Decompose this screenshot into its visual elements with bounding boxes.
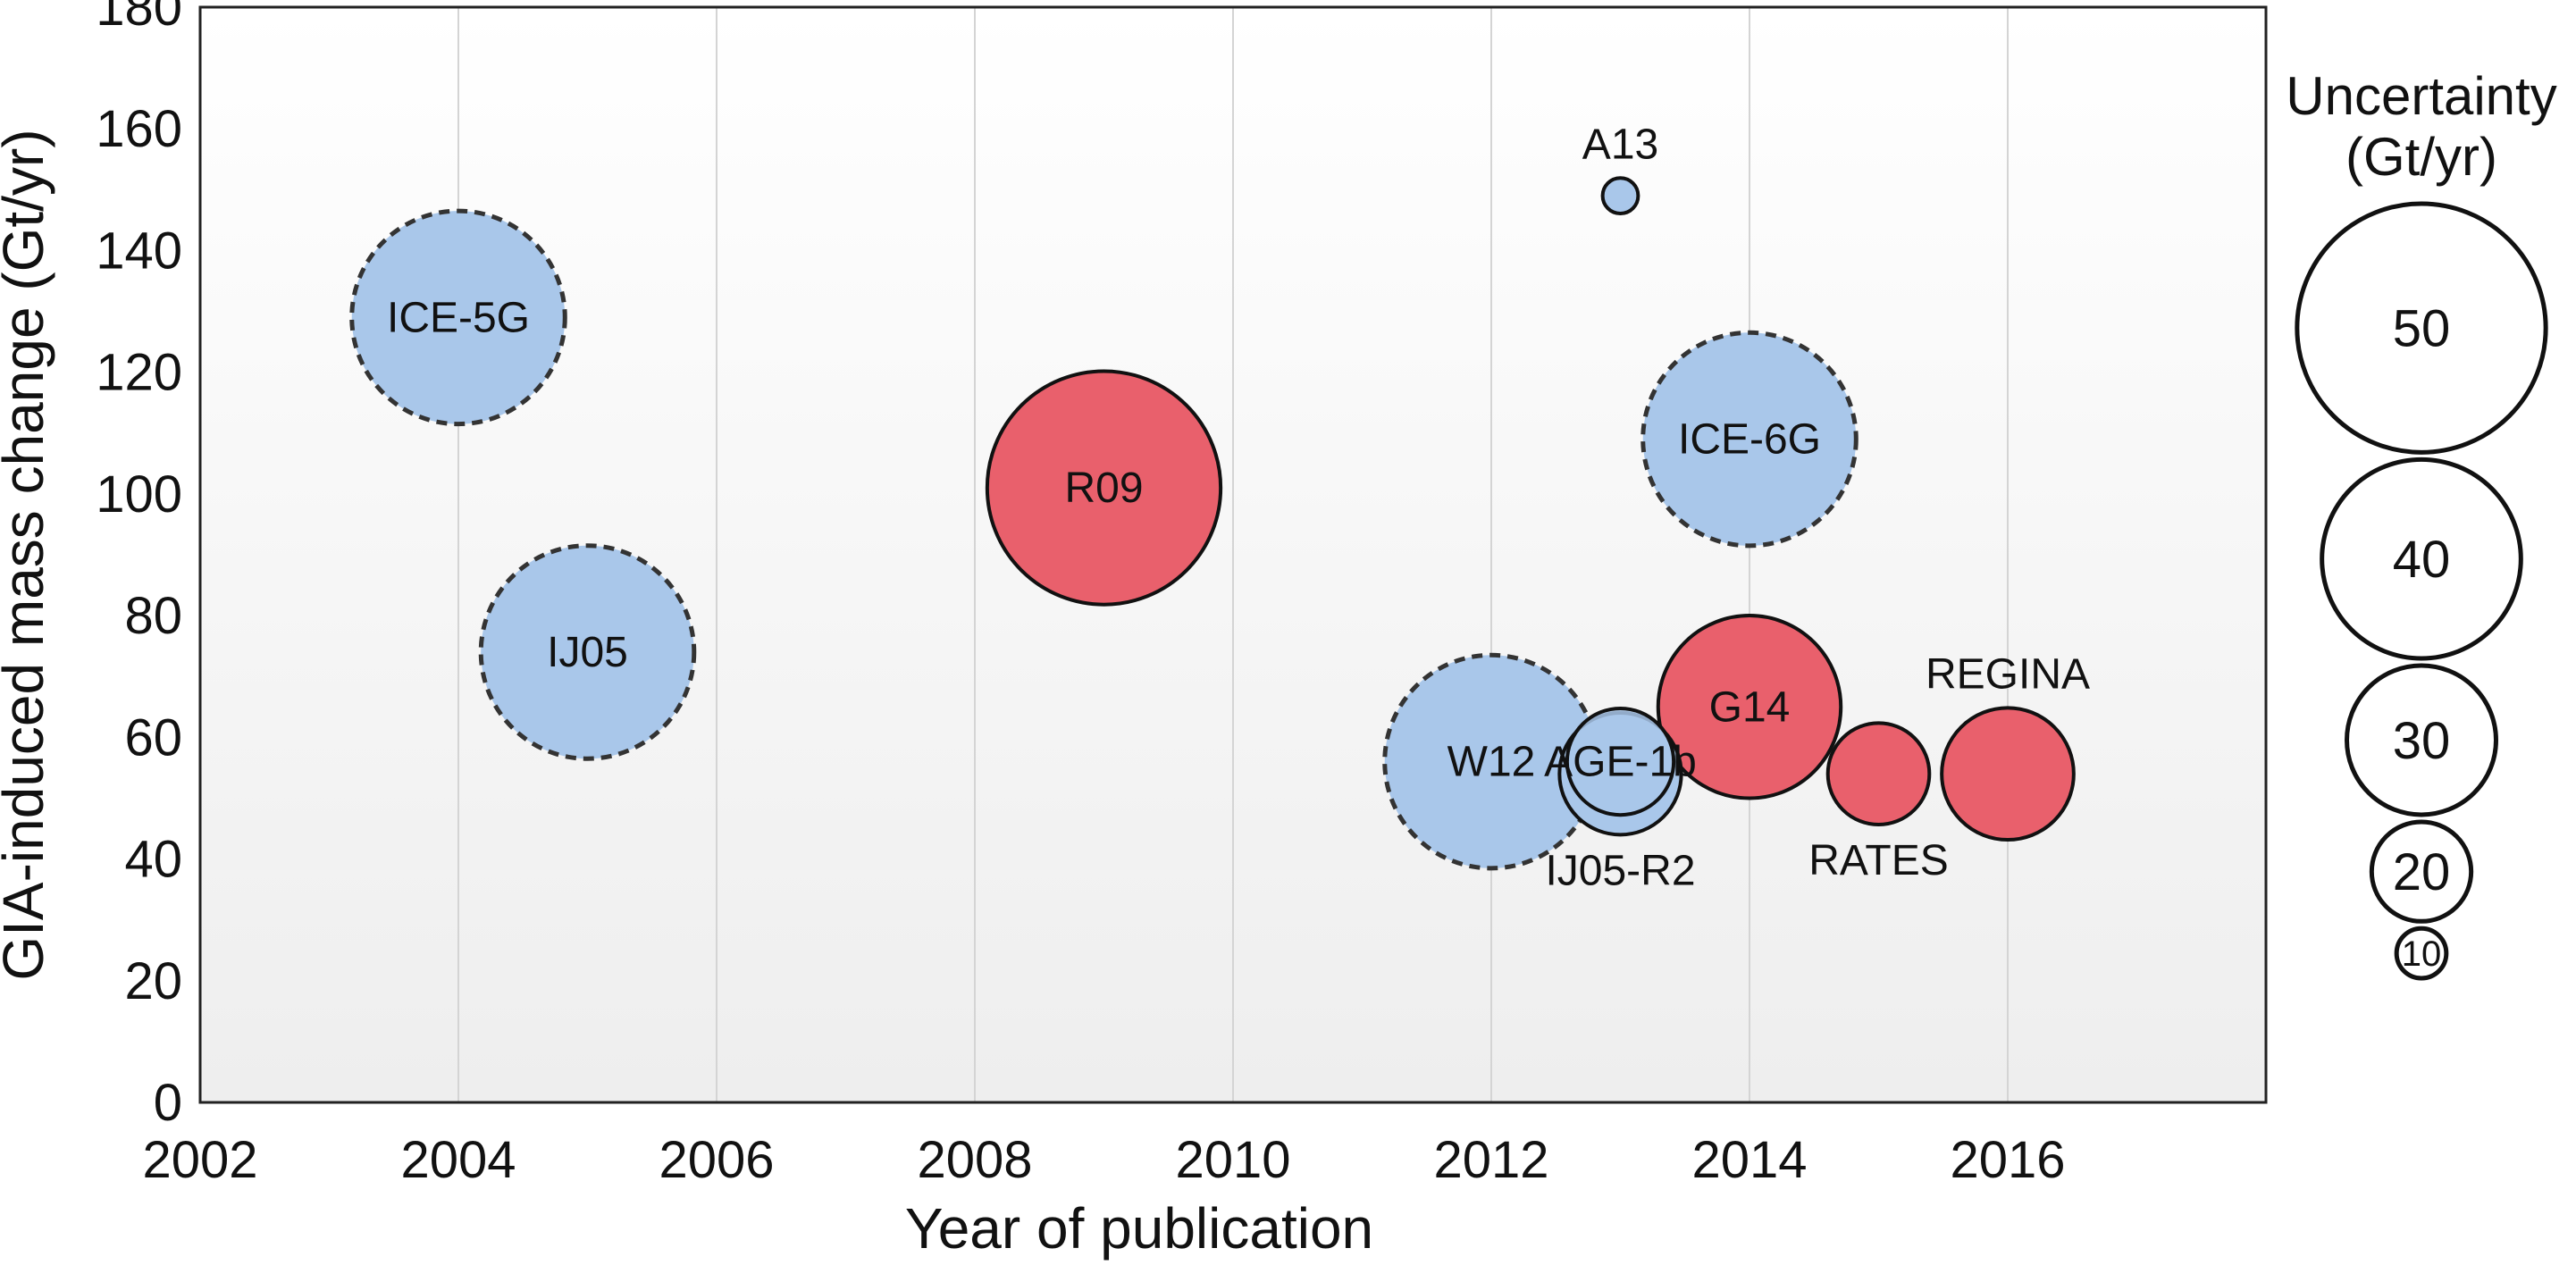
gridlines <box>457 7 2009 1102</box>
label-w12: W12 <box>1447 739 1536 786</box>
label-age-1b: AGE-1b <box>1544 739 1697 786</box>
y-axis-title: GIA-induced mass change (Gt/yr) <box>0 129 55 980</box>
y-tick-20: 20 <box>124 952 182 1010</box>
legend-label-30: 30 <box>2393 712 2451 770</box>
x-tick-2004: 2004 <box>400 1131 516 1189</box>
bubble-a13 <box>1600 176 1640 216</box>
label-a13: A13 <box>1582 121 1658 168</box>
bubble-layer: ICE-5G IJ05 R09 A13 ICE-6G W12 G14 IJ05-R2 AGE-1… <box>349 121 2090 894</box>
legend-circle-50 <box>2295 201 2548 455</box>
label-ij05-r2: IJ05-R2 <box>1545 847 1695 894</box>
x-tick-2016: 2016 <box>1950 1131 2065 1189</box>
label-ice-5g: ICE-5G <box>387 294 530 341</box>
legend-title-line-2: (Gt/yr) <box>2345 127 2497 187</box>
y-tick-160: 160 <box>96 100 182 158</box>
y-tick-80: 80 <box>124 587 182 645</box>
x-axis-title: Year of publication <box>905 1196 1373 1261</box>
legend-label-10: 10 <box>2402 934 2442 974</box>
bubble-age-1b <box>1565 706 1676 817</box>
label-ij05: IJ05 <box>547 629 628 676</box>
x-tick-2002: 2002 <box>142 1131 257 1189</box>
legend-title-line-1: Uncertainty <box>2286 66 2556 126</box>
legend-label-50: 50 <box>2393 299 2451 357</box>
legend-circle-30 <box>2345 663 2498 817</box>
bubble-g14 <box>1656 614 1843 800</box>
x-tick-2006: 2006 <box>659 1131 774 1189</box>
label-r09: R09 <box>1064 465 1143 512</box>
x-tick-2012: 2012 <box>1433 1131 1548 1189</box>
legend-circle-10 <box>2394 926 2449 981</box>
legend-circle-20 <box>2369 819 2474 924</box>
bubble-rates <box>1825 721 1932 827</box>
bubble-ice-6g <box>1640 330 1859 549</box>
label-ice-6g: ICE-6G <box>1678 416 1821 464</box>
label-g14: G14 <box>1709 683 1791 731</box>
x-tick-2010: 2010 <box>1175 1131 1290 1189</box>
legend-circle-40 <box>2320 457 2523 661</box>
bubble-regina <box>1940 706 2076 842</box>
y-tick-0: 0 <box>154 1074 182 1132</box>
label-rates: RATES <box>1808 837 1948 884</box>
legend-label-20: 20 <box>2393 843 2451 901</box>
y-tick-60: 60 <box>124 708 182 767</box>
x-tick-labels: 2002 2004 2006 2008 2010 2012 2014 2016 <box>142 1131 2065 1189</box>
y-tick-100: 100 <box>96 465 182 524</box>
bubble-r09 <box>985 369 1223 607</box>
y-tick-180: 180 <box>96 0 182 37</box>
y-tick-140: 140 <box>96 222 182 280</box>
label-regina: REGINA <box>1926 650 2090 698</box>
y-tick-120: 120 <box>96 344 182 402</box>
x-tick-2014: 2014 <box>1691 1131 1807 1189</box>
uncertainty-legend: Uncertainty (Gt/yr) 50 40 30 20 10 <box>2286 66 2557 981</box>
x-tick-2008: 2008 <box>917 1131 1032 1189</box>
bubble-ice-5g <box>349 208 567 427</box>
y-tick-labels: 0 20 40 60 80 100 120 140 160 180 <box>96 0 182 1132</box>
bubble-ij05 <box>478 543 697 761</box>
y-tick-40: 40 <box>124 831 182 889</box>
legend-label-40: 40 <box>2393 531 2451 589</box>
plot-frame <box>198 5 2268 1104</box>
